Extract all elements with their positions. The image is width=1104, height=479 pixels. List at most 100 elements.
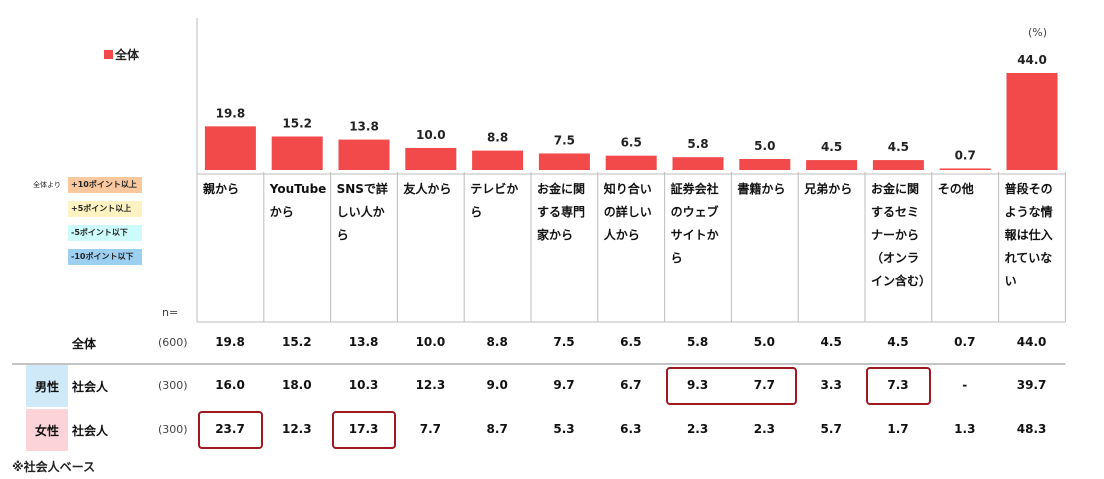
- diff-legend-item: +5ポイント以上: [68, 201, 142, 217]
- table-cell: 7.3: [887, 378, 909, 392]
- bar: [605, 155, 657, 170]
- bar-value-label: 0.7: [955, 148, 976, 162]
- table-cell: 6.3: [620, 422, 642, 436]
- diff-legend-title: 全体より: [33, 181, 61, 189]
- table-cell: 5.8: [686, 335, 709, 349]
- bar-value-label: 5.0: [754, 139, 775, 153]
- category-label: その他: [937, 182, 974, 196]
- bar-value-label: 4.5: [821, 140, 842, 154]
- category-label: YouTubeから: [269, 182, 327, 219]
- table-cell: 23.7: [215, 422, 245, 436]
- category-label: お金に関する専門家から: [537, 182, 586, 242]
- bar: [1006, 73, 1058, 170]
- table-cell: 12.3: [281, 422, 312, 436]
- bar-value-label: 13.8: [349, 120, 379, 134]
- gender-label: 男性: [26, 365, 68, 407]
- highlight-box: [665, 367, 798, 405]
- table-cell: 1.7: [887, 422, 909, 436]
- table-cell: 2.3: [686, 422, 709, 436]
- unit-label: (%): [1028, 26, 1048, 39]
- bar: [204, 126, 256, 170]
- table-cell: 44.0: [1016, 335, 1047, 349]
- n-header: n=: [162, 306, 179, 319]
- category-label: 親から: [203, 182, 240, 196]
- bar: [538, 153, 590, 170]
- table-cell: 3.3: [820, 378, 842, 392]
- bar: [271, 136, 323, 170]
- bar-value-label: 7.5: [554, 133, 575, 147]
- table-cell: 5.7: [820, 422, 842, 436]
- series-legend-label: 全体: [115, 48, 140, 62]
- table-cell: 16.0: [215, 378, 245, 392]
- bar-value-label: 19.8: [216, 106, 246, 120]
- table-cell: -: [962, 378, 968, 392]
- series-legend: 全体: [104, 46, 139, 63]
- series-legend-swatch: [104, 50, 113, 59]
- table-cell: 5.3: [553, 422, 575, 436]
- table-cell: 12.3: [415, 378, 446, 392]
- table-cell: 10.3: [348, 378, 379, 392]
- bar: [939, 168, 991, 170]
- table-cell: 8.7: [486, 422, 508, 436]
- bar-value-label: 8.8: [487, 131, 508, 145]
- sample-size: (300): [158, 379, 188, 392]
- group-label: 社会人: [72, 424, 109, 438]
- table-cell: 7.5: [553, 335, 575, 349]
- category-label: SNSで詳しい人から: [336, 182, 388, 242]
- table-cell: 1.3: [954, 422, 976, 436]
- table-cell: 7.7: [753, 378, 776, 392]
- gender-label: 女性: [26, 409, 68, 451]
- table-cell: 9.0: [486, 378, 508, 392]
- bar-value-label: 6.5: [621, 136, 642, 150]
- table-cell: 2.3: [753, 422, 776, 436]
- diff-legend-item: +10ポイント以上: [68, 177, 142, 193]
- bar-value-label: 44.0: [1017, 53, 1047, 67]
- table-cell: 17.3: [348, 422, 379, 436]
- table-cell: 0.7: [954, 335, 976, 349]
- table-cell: 15.2: [281, 335, 312, 349]
- table-cell: 6.7: [620, 378, 642, 392]
- table-cell: 8.8: [486, 335, 508, 349]
- table-cell: 13.8: [348, 335, 379, 349]
- sample-size: (300): [158, 423, 188, 436]
- table-cell: 4.5: [820, 335, 842, 349]
- bar: [806, 160, 858, 170]
- sample-size: (600): [158, 336, 188, 349]
- category-label: テレビから: [470, 182, 519, 219]
- table-cell: 18.0: [281, 378, 312, 392]
- highlight-box: [198, 411, 263, 449]
- table-cell: 9.3: [686, 378, 709, 392]
- bar: [672, 157, 724, 170]
- highlight-box: [866, 367, 931, 405]
- group-label: 社会人: [72, 380, 109, 394]
- table-cell: 4.5: [887, 335, 909, 349]
- bar-value-label: 4.5: [888, 140, 909, 154]
- category-label: 普段そのような情報は仕入れていない: [1004, 182, 1053, 288]
- diff-legend-item: -10ポイント以下: [68, 249, 142, 265]
- bar: [338, 139, 390, 170]
- table-cell: 5.0: [753, 335, 776, 349]
- highlight-box: [331, 411, 397, 449]
- bar-value-label: 5.8: [687, 137, 708, 151]
- diff-legend-item: -5ポイント以下: [68, 225, 142, 241]
- category-label: 兄弟から: [804, 182, 853, 196]
- category-label: お金に関するセミナーから（オンライン含む）: [871, 182, 932, 288]
- category-label: 証券会社のウェブサイトから: [670, 182, 719, 265]
- category-label: 友人から: [403, 182, 452, 196]
- table-cell: 48.3: [1016, 422, 1047, 436]
- bar: [405, 147, 457, 170]
- bar-value-label: 10.0: [416, 128, 446, 142]
- table-cell: 39.7: [1016, 378, 1047, 392]
- bar: [872, 160, 924, 170]
- table-cell: 10.0: [415, 335, 446, 349]
- table-cell: 6.5: [620, 335, 642, 349]
- table-cell: 19.8: [215, 335, 245, 349]
- bar-value-label: 15.2: [282, 116, 312, 130]
- category-label: 知り合いの詳しい人から: [603, 182, 652, 242]
- category-label: 書籍から: [737, 182, 786, 196]
- footnote: ※社会人ベース: [12, 460, 96, 474]
- group-label: 全体: [72, 337, 97, 351]
- bar: [472, 150, 524, 170]
- table-cell: 9.7: [553, 378, 575, 392]
